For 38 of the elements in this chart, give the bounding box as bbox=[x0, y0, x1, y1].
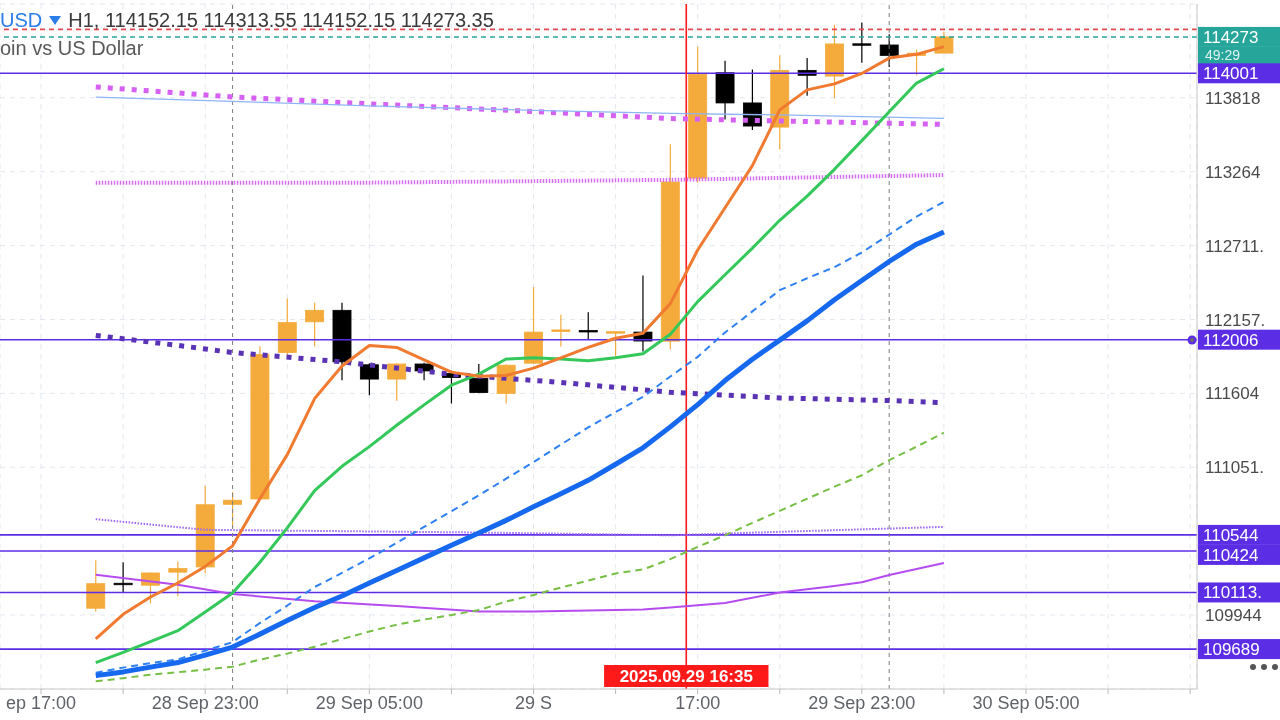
candlestick bbox=[852, 21, 872, 64]
ref-line-label: 110424 bbox=[1203, 545, 1259, 565]
ref-line-label: 110113. bbox=[1203, 583, 1262, 603]
line-series bbox=[94, 561, 945, 613]
candlestick bbox=[606, 331, 626, 359]
x-tick-label: 29 Sep 23:00 bbox=[808, 692, 916, 713]
candlestick bbox=[168, 560, 188, 597]
candlestick bbox=[578, 311, 598, 341]
chart-title: USD bbox=[0, 8, 43, 32]
x-tick-label: 29 S bbox=[515, 692, 553, 713]
ref-line-label: 114001 bbox=[1203, 64, 1259, 84]
candlestick bbox=[113, 561, 133, 594]
ref-line-label: 109689 bbox=[1203, 640, 1260, 660]
text: oin vs US Dollar bbox=[0, 36, 144, 60]
y-tick-label: 112711. bbox=[1205, 236, 1264, 256]
x-tick-label: 28 Sep 23:00 bbox=[151, 692, 259, 713]
y-tick-label: 111051. bbox=[1205, 458, 1264, 478]
ref-line-label: 112006 bbox=[1203, 330, 1259, 350]
y-tick-label: 113818 bbox=[1205, 88, 1261, 108]
line-series bbox=[94, 518, 945, 537]
ref-line-label: 114273 bbox=[1203, 27, 1259, 47]
x-tick-label: 17:00 bbox=[675, 692, 721, 713]
candlestick bbox=[551, 314, 571, 348]
x-tick-label: 29 Sep 05:00 bbox=[315, 692, 423, 713]
candlestick bbox=[305, 302, 325, 348]
x-tick-label: ep 17:00 bbox=[6, 692, 77, 713]
y-tick-label: 112157. bbox=[1205, 310, 1266, 330]
line-series bbox=[95, 96, 945, 119]
y-tick-label: 113264 bbox=[1205, 162, 1261, 182]
y-tick-label: 111604 bbox=[1205, 384, 1260, 404]
line-series bbox=[94, 431, 945, 683]
annotation: H1, 114152.15 114313.55 114152.15 114273.35 bbox=[68, 8, 494, 32]
ref-line-label: 2025.09.29 16:35 bbox=[619, 666, 753, 686]
y-tick-label: 109944 bbox=[1205, 606, 1262, 626]
ref-line-label: 110544 bbox=[1203, 525, 1259, 545]
text: 49:29 bbox=[1205, 47, 1241, 64]
candlestick bbox=[359, 362, 379, 396]
x-tick-label: 30 Sep 05:00 bbox=[972, 692, 1080, 713]
